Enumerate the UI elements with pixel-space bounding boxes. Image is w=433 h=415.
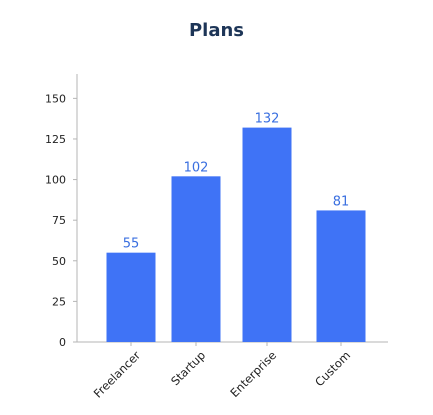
y-tick-label: 100 [45,174,66,187]
bars-layer [106,127,366,342]
y-tick-label: 50 [52,255,66,268]
bar-enterprise [242,127,292,342]
x-tick-label-freelancer: Freelancer [91,348,144,401]
data-label-custom: 81 [333,194,350,209]
y-tick-label: 75 [52,214,66,227]
bar-startup [171,176,221,342]
y-tick-label: 25 [52,295,66,308]
data-label-freelancer: 55 [123,237,140,252]
y-tick-label: 150 [45,92,66,105]
bar-custom [316,210,366,342]
y-tick-label: 125 [45,133,66,146]
data-label-enterprise: 132 [255,112,280,127]
y-tick-label: 0 [59,336,66,349]
data-label-startup: 102 [184,160,209,175]
x-tick-label-custom: Custom [312,348,353,389]
chart-title: Plans [188,20,245,41]
x-tick-label-startup: Startup [168,348,208,388]
bar-freelancer [106,252,156,342]
x-tick-label-enterprise: Enterprise [227,348,279,400]
axes-layer: 0 25 50 75 100 125 150 [45,74,388,349]
